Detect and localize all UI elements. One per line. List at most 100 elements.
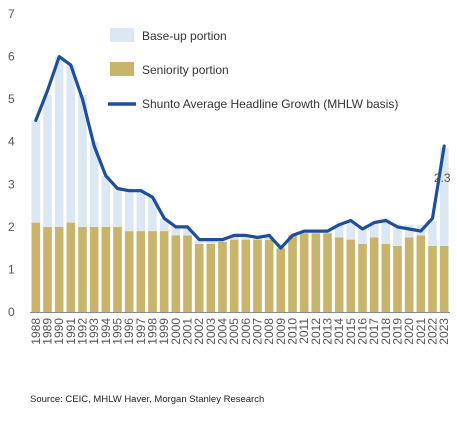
x-tick-label: 2010 [286, 318, 300, 345]
seniority-bar-2007 [253, 239, 262, 312]
x-tick-label: 1990 [52, 318, 66, 345]
seniority-bar-2015 [346, 239, 356, 312]
headline-growth-line [34, 54, 446, 250]
seniority-bar-1994 [101, 226, 111, 312]
seniority-bar-2013 [323, 233, 332, 312]
y-tick-label: 3 [8, 177, 15, 191]
x-tick-label: 2002 [192, 318, 206, 345]
seniority-bar-1996 [124, 231, 134, 312]
x-tick-label: 2007 [251, 318, 265, 345]
seniority-bar-2016 [358, 243, 367, 312]
base-up-bar-1999 [159, 218, 169, 232]
x-tick-label: 1993 [87, 318, 101, 345]
seniority-bar-1995 [113, 226, 122, 312]
y-tick-label: 5 [8, 92, 15, 106]
x-tick-label: 2011 [297, 318, 311, 344]
x-tick-label: 1995 [111, 318, 125, 345]
x-tick-label: 2018 [379, 318, 393, 345]
source-note: Source: CEIC, MHLW Haver, Morgan Stanley… [30, 394, 265, 405]
seniority-bars [31, 222, 449, 312]
seniority-bar-2001 [183, 235, 192, 312]
base-up-bar-2022 [428, 220, 437, 247]
x-tick-label: 1997 [134, 318, 148, 345]
base-up-bar-2017 [369, 222, 379, 238]
seniority-bar-2014 [334, 237, 344, 312]
y-tick-label: 0 [8, 305, 15, 319]
y-axis-tick-labels: 0 1 2 3 4 5 6 7 [8, 7, 15, 319]
x-tick-label: 2004 [216, 318, 230, 345]
base-up-bar-1990 [54, 56, 64, 227]
x-tick-label: 2005 [227, 318, 241, 345]
x-tick-label: 1989 [41, 318, 55, 345]
legend-label: Shunto Average Headline Growth (MHLW bas… [142, 97, 398, 111]
y-tick-label: 6 [8, 50, 15, 64]
x-tick-label: 2001 [181, 318, 195, 345]
seniority-bar-2022 [428, 246, 437, 312]
legend-swatch [110, 28, 134, 42]
seniority-bar-1989 [43, 226, 52, 312]
seniority-bar-1988 [31, 222, 41, 312]
x-tick-label: 2022 [426, 318, 440, 345]
x-tick-label: 1999 [157, 318, 171, 345]
base-up-bar-2018 [381, 218, 391, 244]
base-up-bar-1995 [113, 188, 122, 227]
base-up-bar-2020 [404, 224, 414, 238]
seniority-bar-2006 [241, 239, 251, 312]
x-tick-label: 1988 [29, 318, 43, 345]
base-up-bar-2023 [439, 148, 449, 247]
x-tick-label: 2003 [204, 318, 218, 345]
seniority-bar-1998 [148, 231, 157, 312]
y-tick-label: 1 [8, 262, 15, 276]
x-tick-label: 1991 [64, 318, 78, 345]
base-up-bar-1991 [66, 65, 76, 223]
annotation-label: 2.3 [434, 171, 451, 185]
seniority-bar-1999 [159, 231, 169, 312]
seniority-bar-2023 [439, 246, 449, 312]
base-up-bar-1997 [136, 188, 146, 232]
y-tick-label: 4 [8, 135, 15, 149]
seniority-bar-2011 [299, 233, 309, 312]
seniority-bar-2000 [171, 235, 181, 312]
base-up-bar-2019 [393, 224, 402, 247]
x-tick-label: 2015 [344, 318, 358, 345]
seniority-bar-2018 [381, 243, 391, 312]
seniority-bar-2010 [288, 235, 297, 312]
legend-label: Seniority portion [142, 63, 229, 77]
x-tick-label: 1996 [122, 318, 136, 345]
x-axis-tick-labels: 1988198919901991199219931994199519961997… [29, 318, 451, 345]
x-tick-label: 2013 [321, 318, 335, 345]
x-tick-label: 2023 [437, 318, 451, 345]
seniority-bar-1992 [78, 226, 87, 312]
base-up-bar-1998 [148, 197, 157, 232]
base-up-bar-1988 [31, 120, 41, 223]
seniority-bar-2012 [311, 233, 321, 312]
base-up-bar-2016 [358, 226, 367, 244]
y-tick-label: 2 [8, 220, 15, 234]
base-up-bar-1989 [43, 94, 52, 227]
base-up-bar-2002 [194, 239, 204, 244]
legend-swatch [110, 62, 134, 76]
seniority-bar-2017 [369, 237, 379, 312]
seniority-bar-2019 [393, 246, 402, 312]
headline-growth-line-layer [34, 54, 446, 250]
base-up-bars [31, 56, 449, 249]
x-tick-label: 2020 [402, 318, 416, 345]
x-tick-label: 2000 [169, 318, 183, 345]
x-tick-label: 2017 [367, 318, 381, 345]
seniority-bar-2002 [194, 243, 204, 312]
y-tick-label: 7 [8, 7, 15, 21]
x-tick-label: 2019 [391, 318, 405, 345]
base-up-bar-1992 [78, 94, 87, 227]
legend-label: Base-up portion [142, 29, 227, 43]
base-up-bar-1993 [89, 141, 99, 227]
x-tick-label: 2021 [414, 318, 428, 345]
x-tick-label: 2009 [274, 318, 288, 345]
base-up-bar-2006 [241, 235, 251, 240]
x-tick-label: 1998 [146, 318, 160, 345]
seniority-bar-2003 [206, 243, 216, 312]
base-up-bar-2014 [334, 224, 344, 238]
x-tick-label: 1994 [99, 318, 113, 345]
x-tick-label: 2014 [332, 318, 346, 345]
